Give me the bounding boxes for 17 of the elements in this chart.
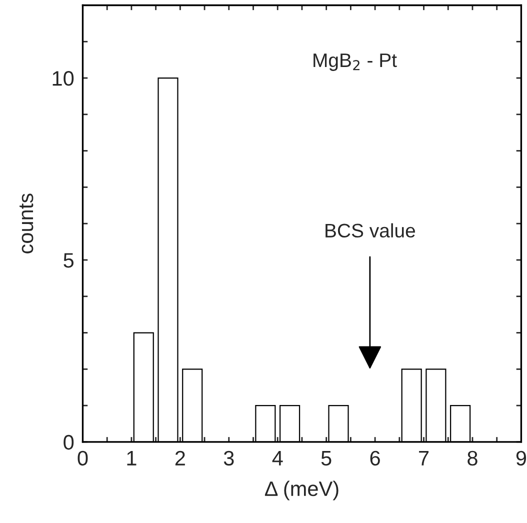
x-tick-label: 8 bbox=[468, 450, 478, 466]
x-tick-label: 4 bbox=[272, 451, 283, 466]
x-tick-label: 6 bbox=[370, 450, 380, 466]
x-axis-title: Δ (meV) bbox=[264, 480, 338, 500]
x-tick-label: 9 bbox=[516, 450, 526, 466]
x-tick-label: 0 bbox=[78, 450, 88, 466]
x-tick-label: 7 bbox=[419, 451, 429, 466]
x-tick-label: 1 bbox=[127, 451, 136, 466]
y-tick-label: 0 bbox=[64, 434, 74, 450]
x-tick-label: 2 bbox=[175, 450, 185, 466]
y-tick-label: 5 bbox=[64, 253, 74, 268]
y-axis-title: counts bbox=[20, 194, 34, 254]
x-tick-label: 5 bbox=[321, 451, 332, 466]
y-tick-label: 10 bbox=[52, 71, 74, 86]
x-tick-label: 3 bbox=[224, 450, 234, 466]
annotation: MgB$_{2}$ - Pt bbox=[314, 54, 397, 71]
annotation: BCS value bbox=[326, 223, 416, 238]
